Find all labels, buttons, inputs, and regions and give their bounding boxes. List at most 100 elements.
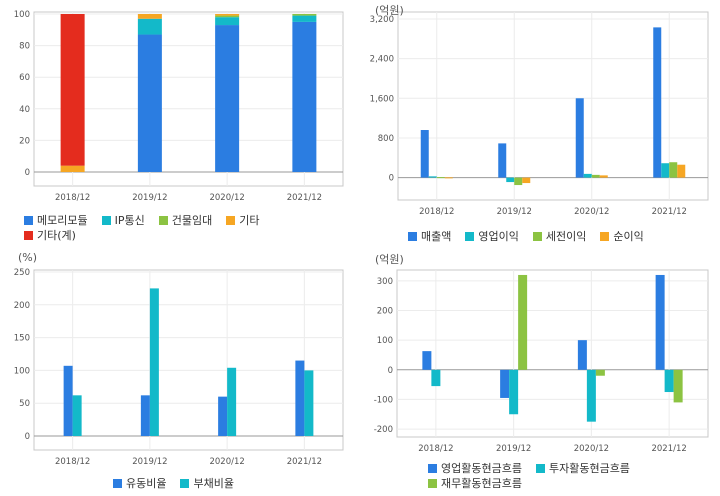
segments-bar — [215, 25, 240, 173]
income-legend-item: 매출액 — [408, 229, 451, 244]
segments-legend-item: 메모리모듈 — [24, 213, 88, 228]
segments-bar — [137, 14, 162, 19]
cashflow-legend-label: 투자활동현금흐름 — [548, 462, 630, 475]
income-legend-item: 순이익 — [600, 229, 644, 244]
income-bar — [420, 130, 429, 178]
ratios-bar — [304, 370, 314, 436]
segments-legend-label: IP통신 — [114, 214, 145, 227]
cashflow-bar — [431, 369, 441, 387]
segments-ytick-label: 100 — [14, 10, 30, 20]
segments-bar — [60, 14, 85, 166]
cashflow-legend-label: 재무활동현금흐름 — [441, 477, 522, 490]
segments-legend-label: 기타(계) — [37, 229, 76, 242]
cashflow-ytick-label: 300 — [377, 277, 393, 287]
ratios-bar — [218, 396, 228, 436]
cashflow-bar — [595, 369, 605, 376]
ratios-xtick-label: 2021/12 — [287, 457, 322, 467]
cashflow-legend-item: 영업활동현금흐름 — [428, 461, 522, 476]
cashflow-bar — [655, 274, 665, 370]
cashflow-legend-swatch — [428, 479, 437, 488]
cashflow-ytick-label: 100 — [377, 336, 393, 346]
segments-legend-swatch — [101, 216, 111, 225]
ratios-ytick-label: 250 — [14, 268, 30, 278]
ratio-chart-unit: (%) — [18, 251, 38, 264]
cashflow-ytick-label: -200 — [374, 425, 393, 435]
income-ytick-label: 800 — [378, 134, 394, 144]
income-legend-swatch — [600, 232, 610, 241]
income-bar — [498, 143, 507, 178]
cashflow-chart-unit: (억원) — [375, 253, 404, 266]
income-xtick-label: 2020/12 — [574, 207, 609, 217]
ratios-ytick-label: 100 — [14, 366, 30, 376]
income-frame — [397, 11, 709, 201]
segments-bar — [137, 34, 162, 172]
income-bar — [677, 164, 686, 178]
income-xtick-label: 2018/12 — [419, 207, 454, 217]
ratios-bar — [149, 288, 159, 436]
income-bar — [669, 162, 678, 178]
income-bar — [436, 177, 445, 179]
income-bar — [661, 163, 670, 178]
segments-legend-label: 건물임대 — [171, 214, 213, 227]
segments-xtick-label: 2020/12 — [209, 193, 244, 203]
cashflow-bar — [586, 369, 596, 422]
segments-bar — [60, 165, 85, 172]
income-bar — [583, 173, 592, 178]
segments-ytick-label: 0 — [25, 168, 30, 178]
cashflow-ytick-label: 0 — [388, 366, 393, 376]
segments-frame — [33, 11, 344, 187]
ratios-ytick-label: 200 — [14, 301, 30, 311]
segments-bar — [215, 14, 240, 16]
segments-legend-swatch — [24, 216, 33, 225]
segments-ytick-label: 20 — [19, 136, 30, 146]
ratios-bar — [63, 365, 73, 436]
segments-legend-label: 메모리모듈 — [37, 214, 88, 227]
cashflow-xtick-label: 2021/12 — [651, 444, 686, 454]
income-legend: 매출액 영업이익 세전이익 순이익 — [408, 229, 708, 244]
segments-plot: 0 20 40 60 80 100 2018/12 2019/12 2020/12 2021/12 — [14, 10, 344, 203]
segments-ytick-label: 60 — [19, 73, 30, 83]
cashflow-legend-swatch — [428, 464, 437, 473]
cashflow-bar — [422, 351, 432, 370]
segments-ytick-label: 80 — [19, 42, 30, 52]
cashflow-bar — [673, 369, 683, 403]
ratios-bar — [72, 395, 82, 436]
income-bar — [444, 177, 453, 179]
cashflow-xtick-label: 2020/12 — [574, 444, 609, 454]
segments-bar — [292, 15, 317, 22]
income-legend-label: 영업이익 — [478, 230, 519, 243]
income-bar — [575, 98, 584, 178]
income-bar — [599, 175, 608, 178]
segments-ytick-label: 40 — [19, 105, 30, 115]
cashflow-legend-item: 투자활동현금흐름 — [535, 461, 630, 476]
income-bar — [522, 177, 531, 184]
segments-xtick-label: 2021/12 — [287, 193, 322, 203]
cashflow-xtick-label: 2019/12 — [496, 444, 531, 454]
ratios-ytick-label: 150 — [14, 334, 30, 344]
income-bar — [506, 177, 515, 183]
ratios-xtick-label: 2019/12 — [132, 457, 167, 467]
cashflow-bar — [664, 369, 674, 393]
cashflow-xtick-label: 2018/12 — [418, 444, 453, 454]
segments-legend-item: 기타 — [226, 213, 259, 228]
cashflow-legend-item: 재무활동현금흐름 — [428, 476, 684, 491]
segments-xtick-label: 2019/12 — [132, 193, 167, 203]
ratios-legend-swatch — [180, 479, 190, 488]
segments-legend-item: 기타(계) — [24, 228, 330, 243]
cashflow-legend-label: 영업활동현금흐름 — [441, 462, 522, 475]
cashflow-plot: -200 -100 0 100 200 300 2018/12 2019/12 2020/12 2… — [374, 269, 709, 454]
cashflow-bar — [577, 340, 587, 370]
segments-legend-label: 기타 — [239, 214, 260, 227]
segments-legend-swatch — [226, 216, 236, 225]
income-bar — [591, 174, 600, 178]
income-legend-swatch — [532, 232, 542, 241]
ratios-legend-item: 부채비율 — [180, 476, 234, 491]
ratios-legend-label: 유동비율 — [126, 477, 167, 490]
ratios-legend-item: 유동비율 — [113, 476, 166, 491]
ratios-frame — [33, 269, 344, 451]
segments-bar — [215, 17, 240, 26]
segments-bar — [215, 15, 240, 18]
